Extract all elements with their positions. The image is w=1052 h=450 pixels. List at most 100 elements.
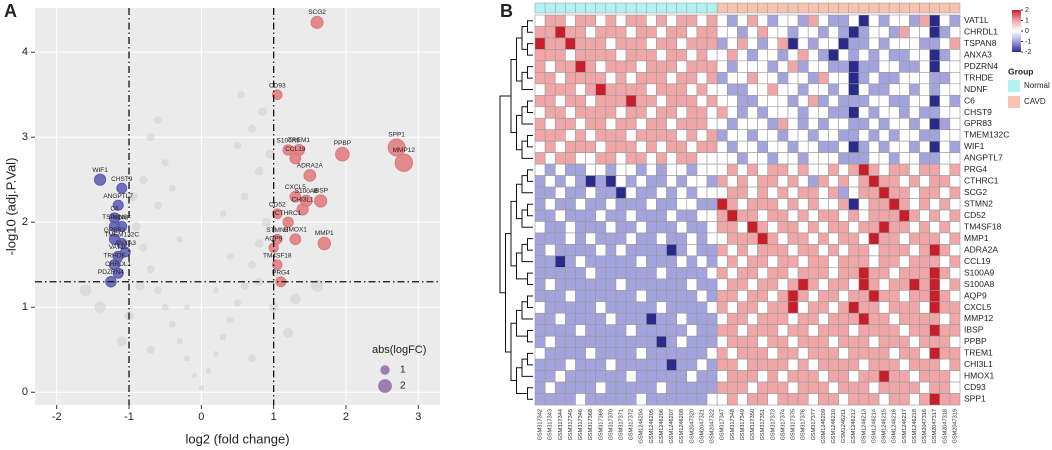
heatmap-cell [726, 324, 738, 337]
heatmap-cell [696, 117, 708, 131]
heatmap-cell [919, 198, 930, 211]
heatmap-cell [726, 232, 738, 245]
heatmap-cell [949, 140, 961, 153]
heatmap-cell [878, 278, 890, 291]
point [131, 221, 141, 231]
heatmap-cell [909, 278, 920, 291]
group-annotation [585, 2, 596, 14]
heatmap-cell [767, 186, 779, 199]
heatmap-cell [656, 370, 667, 383]
group-annotation [676, 2, 688, 14]
heatmap-cell [909, 106, 920, 119]
group-annotation [818, 2, 829, 14]
heatmap-cell [878, 267, 890, 280]
heatmap-cell [818, 209, 829, 222]
heatmap-cell [737, 221, 748, 234]
heatmap-cell [838, 163, 849, 176]
heatmap-cell [919, 152, 930, 165]
heatmap-cell [646, 14, 657, 27]
heatmap-cell [747, 26, 758, 39]
heatmap-cell [919, 163, 930, 176]
point-label: TMEM132C [104, 231, 139, 238]
heatmap-cell [848, 335, 860, 348]
heatmap-cell [646, 312, 657, 326]
heatmap-cell [737, 244, 748, 257]
heatmap-cell [565, 358, 576, 371]
heatmap-cell [575, 221, 586, 234]
group-annotation [554, 2, 566, 14]
heatmap-cell [737, 186, 748, 199]
heatmap-cell [828, 152, 839, 165]
heatmap-cell [909, 347, 920, 360]
heatmap-cell [929, 301, 941, 314]
heatmap-cell [585, 152, 597, 165]
heatmap-cell [625, 370, 637, 383]
heatmap-cell [635, 26, 647, 39]
heatmap-cell [909, 244, 920, 257]
heatmap-cell [949, 370, 961, 383]
heatmap-cell [635, 83, 647, 96]
heatmap-cell [646, 94, 657, 108]
column-label: GSM2047320 [689, 409, 695, 444]
point [261, 217, 271, 227]
heatmap-cell [737, 289, 748, 303]
point [240, 282, 249, 290]
point [254, 239, 264, 248]
heatmap-cell [898, 381, 910, 394]
heatmap-cell [868, 244, 880, 257]
heatmap-cell [757, 312, 769, 326]
heatmap-cell [848, 37, 860, 50]
heatmap-cell [807, 289, 819, 303]
heatmap-cell [544, 381, 556, 394]
point-label: HMOX1 [284, 227, 308, 234]
dendrogram-branch [527, 100, 533, 113]
heatmap-cell [737, 175, 748, 188]
heatmap-cell [595, 312, 607, 326]
heatmap-cell [565, 49, 576, 62]
point [314, 194, 328, 208]
heatmap-cell [767, 335, 779, 348]
heatmap-cell [898, 358, 910, 371]
heatmap-cell [888, 221, 900, 234]
row-label: S100A8 [964, 279, 995, 289]
heatmap-cell [848, 94, 860, 108]
heatmap-cell [706, 221, 718, 234]
group-annotation [696, 2, 708, 14]
heatmap-cell [595, 255, 607, 268]
heatmap-cell [726, 312, 738, 326]
heatmap-cell [716, 152, 728, 165]
heatmap-cell [534, 347, 546, 360]
heatmap-cell [787, 267, 799, 280]
heatmap-cell [767, 106, 779, 119]
heatmap-cell [726, 175, 738, 188]
heatmap-cell [878, 129, 890, 142]
heatmap-cell [635, 37, 647, 50]
heatmap-cell [706, 152, 718, 165]
point [169, 184, 176, 192]
heatmap-cell [858, 289, 870, 303]
heatmap-cell [625, 267, 637, 280]
heatmap-cell [777, 106, 789, 119]
heatmap-cell [777, 289, 789, 303]
heatmap-cell [888, 347, 900, 360]
heatmap-cell [888, 209, 900, 222]
heatmap-cell [554, 244, 566, 257]
heatmap-cell [828, 175, 839, 188]
group-annotation [838, 2, 849, 14]
heatmap-cell [949, 26, 961, 39]
point [271, 89, 283, 101]
heatmap-cell [666, 117, 677, 131]
heatmap-cell [554, 232, 566, 245]
heatmap-cell [888, 335, 900, 348]
heatmap-cell [656, 140, 667, 153]
heatmap-cell [909, 301, 920, 314]
heatmap-cell [554, 37, 566, 50]
heatmap-cell [929, 289, 941, 303]
heatmap-cell [909, 37, 920, 50]
group-annotation [534, 2, 546, 14]
heatmap-cell [737, 60, 748, 73]
heatmap-cell [605, 335, 617, 348]
heatmap-cell [929, 381, 941, 394]
heatmap-cell [888, 289, 900, 303]
heatmap-cell [868, 324, 880, 337]
